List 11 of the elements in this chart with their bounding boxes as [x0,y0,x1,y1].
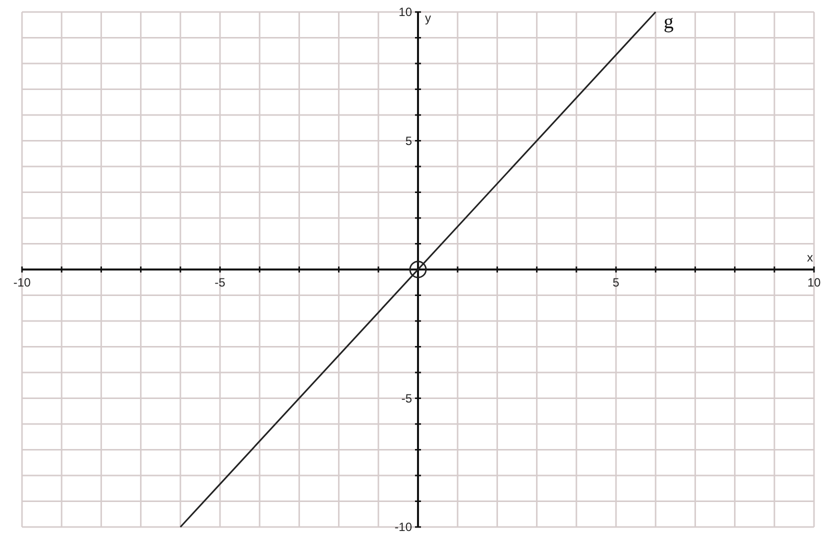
x-tick-label: -10 [13,276,31,290]
x-tick-label: 10 [807,276,821,290]
series-label: g [664,11,674,33]
y-axis-title: y [425,11,431,25]
x-axis-title: x [807,250,813,264]
y-tick-label: 10 [398,5,412,19]
y-tick-label: -5 [401,391,412,406]
y-tick-label: -10 [394,520,412,534]
x-tick-label: 5 [612,276,620,290]
x-tick-label: -5 [214,276,226,290]
y-tick-label: 5 [405,134,412,148]
